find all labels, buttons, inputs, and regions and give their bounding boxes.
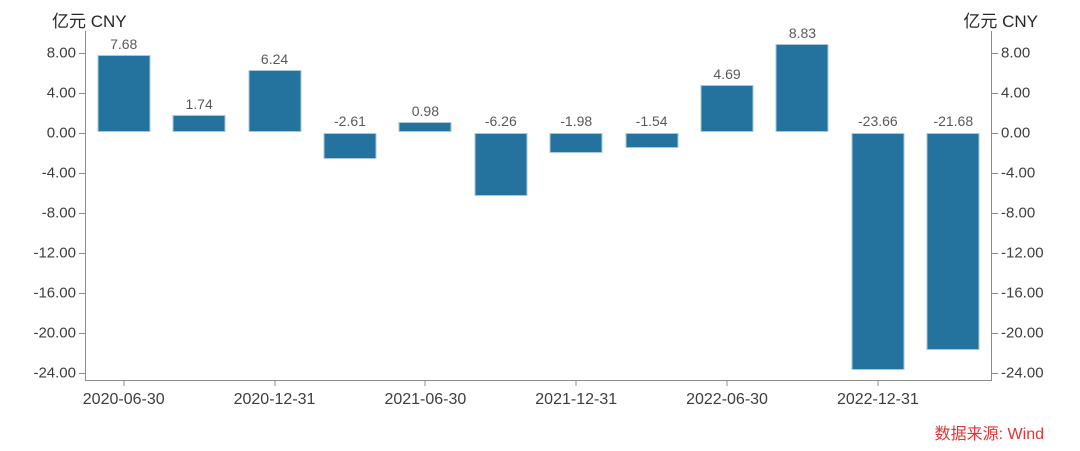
y-axis-tick-label-right: -16.00 — [1001, 284, 1044, 302]
bar-value-label: -6.26 — [484, 113, 517, 129]
bar-value-label: 4.69 — [713, 66, 741, 83]
x-tick-dash — [726, 380, 728, 386]
y-axis-tick-label-right: -8.00 — [1001, 204, 1036, 222]
y-axis-tick-label-left: -12.00 — [33, 244, 76, 262]
bar — [775, 43, 829, 132]
y-tick-dash-right — [991, 333, 998, 334]
bar-value-label: 8.83 — [788, 24, 817, 41]
x-axis-tick-label: 2022-06-30 — [686, 391, 768, 408]
x-axis-tick-label: 2021-06-30 — [384, 391, 467, 408]
y-axis-tick-label-right: -12.00 — [1001, 244, 1044, 262]
y-axis-tick-label-right: -24.00 — [1001, 364, 1044, 382]
y-tick-dash-right — [991, 93, 998, 94]
x-tick-dash — [575, 380, 577, 386]
bar — [851, 133, 905, 370]
bar-value-label: -1.54 — [635, 113, 668, 129]
y-axis-tick-label-left: 8.00 — [46, 44, 76, 62]
y-tick-dash-left — [79, 93, 86, 94]
bar — [398, 122, 452, 132]
bar — [926, 133, 980, 350]
y-axis-tick-label-right: -20.00 — [1001, 324, 1044, 342]
x-axis-tick-label: 2022-12-31 — [836, 391, 919, 408]
bar-value-label: -1.98 — [560, 113, 593, 129]
y-axis-tick-label-left: 4.00 — [46, 84, 76, 102]
y-tick-dash-left — [79, 53, 86, 54]
y-axis-tick-label-left: -16.00 — [33, 284, 76, 302]
bar-value-label: 6.24 — [260, 50, 289, 67]
y-axis-tick-label-left: -20.00 — [33, 324, 76, 342]
y-axis-tick-label-right: -4.00 — [1001, 164, 1036, 182]
y-axis-tick-label-left: 0.00 — [46, 124, 76, 142]
bar — [248, 69, 302, 132]
y-tick-dash-left — [79, 293, 86, 294]
x-tick-dash — [123, 380, 125, 386]
right-axis-unit-label: 亿元 CNY — [963, 12, 1038, 31]
bar — [549, 133, 603, 153]
bar-value-label: 1.74 — [185, 95, 213, 112]
y-tick-dash-right — [991, 373, 998, 374]
bar-value-label: -23.66 — [858, 113, 898, 129]
y-tick-dash-left — [79, 173, 86, 174]
y-axis-tick-label-right: 4.00 — [1001, 84, 1031, 102]
y-axis-tick-label-left: -8.00 — [41, 204, 76, 222]
x-tick-dash — [424, 380, 426, 386]
x-axis-tick-label: 2020-12-31 — [233, 391, 316, 408]
bar-value-label: -21.68 — [933, 113, 974, 129]
left-axis-unit-label: 亿元 CNY — [52, 12, 127, 31]
x-axis-tick-label: 2020-06-30 — [82, 391, 165, 408]
data-source-label: 数据来源: Wind — [934, 426, 1044, 443]
x-tick-dash — [274, 380, 276, 386]
y-tick-dash-left — [79, 213, 86, 214]
y-tick-dash-left — [79, 373, 86, 374]
bar — [172, 114, 226, 132]
y-tick-dash-left — [79, 333, 86, 334]
bar — [700, 85, 754, 132]
y-axis-tick-label-right: 0.00 — [1001, 124, 1031, 142]
y-tick-dash-right — [991, 53, 998, 54]
y-tick-dash-right — [991, 133, 998, 134]
x-axis-tick-label: 2021-12-31 — [535, 391, 618, 408]
y-tick-dash-left — [79, 253, 86, 254]
y-tick-dash-right — [991, 293, 998, 294]
plot-area: 8.00 8.00 4.00 4.00 0.00 0.00 -4.00 -4.00 -8.00 -… — [33, 25, 1043, 408]
y-tick-dash-right — [991, 173, 998, 174]
y-axis-tick-label-left: -4.00 — [41, 164, 76, 182]
bar — [323, 133, 377, 160]
y-axis-tick-label-right: 8.00 — [1001, 44, 1031, 62]
bar-value-label: 7.68 — [110, 36, 138, 53]
bar — [474, 133, 528, 196]
x-tick-dash — [877, 380, 879, 386]
y-tick-dash-right — [991, 213, 998, 214]
y-axis-tick-label-left: -24.00 — [33, 364, 76, 382]
bar-value-label: 0.98 — [411, 103, 439, 120]
bar — [625, 133, 679, 149]
y-tick-dash-right — [991, 253, 998, 254]
bar-value-label: -2.61 — [333, 113, 366, 129]
y-tick-dash-left — [79, 133, 86, 134]
bar — [97, 55, 151, 132]
